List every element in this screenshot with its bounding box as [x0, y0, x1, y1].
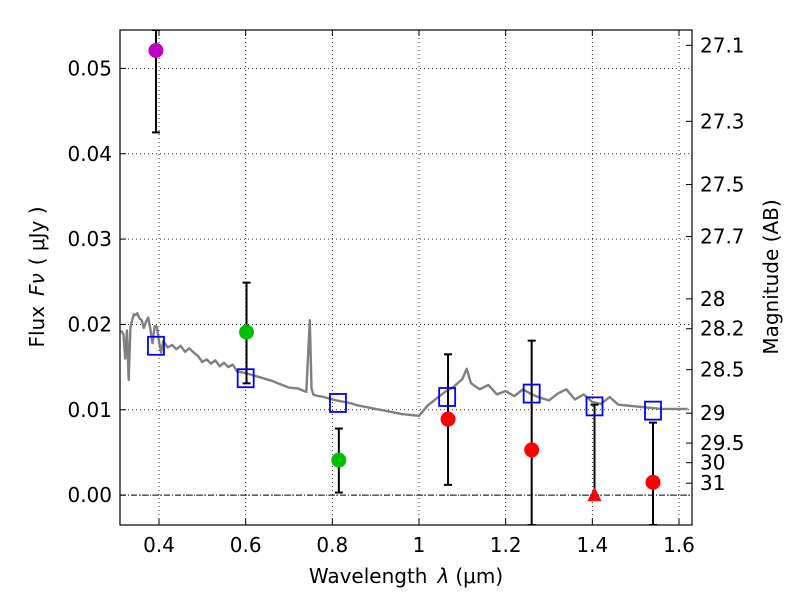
data-point: [331, 452, 347, 468]
right-tick-label: 28: [700, 287, 725, 311]
x-axis-label: Wavelength λ (μm): [309, 564, 503, 588]
data-point: [524, 442, 540, 458]
right-tick-label: 31: [700, 471, 725, 495]
y-tick-label: 0.01: [67, 398, 112, 422]
data-points: [148, 42, 661, 502]
data-point: [239, 324, 255, 340]
model-band-square: [147, 335, 165, 356]
right-tick-label: 30: [700, 451, 725, 475]
right-tick-label: 27.5: [700, 172, 745, 196]
y-axis-label: FluxFν( μJy ): [25, 206, 49, 347]
right-tick-label: 28.2: [700, 317, 745, 341]
x-tick-label: 0.8: [316, 533, 348, 557]
model-band-square: [644, 400, 662, 421]
x-tick-label: 0.6: [230, 533, 262, 557]
right-tick-label: 27.7: [700, 225, 745, 249]
x-tick-label: 1.4: [576, 533, 608, 557]
data-point: [645, 474, 661, 490]
x-tick-label: 0.4: [143, 533, 175, 557]
y-tick-label: 0.05: [67, 56, 112, 80]
model-band-square: [236, 368, 255, 389]
y-tick-label: 0.04: [67, 142, 112, 166]
x-tick-label: 1: [413, 533, 426, 557]
model-sed-line: [120, 312, 688, 417]
model-band-square: [438, 387, 457, 407]
right-tick-label: 27.3: [700, 109, 745, 133]
y-axis-ticks: 0.00 0.01 0.02 0.03 0.04 0.05: [67, 56, 126, 507]
right-tick-label: 29: [700, 401, 725, 425]
right-tick-label: 28.5: [700, 358, 745, 382]
x-axis-ticks: 0.4 0.6 0.8 1 1.2 1.4 1.6: [143, 30, 695, 557]
right-tick-label: 29.5: [700, 431, 745, 455]
model-band-squares: [147, 335, 662, 421]
right-tick-label: 27.1: [700, 33, 745, 57]
model-band-square: [522, 383, 541, 404]
model-band-square: [585, 396, 604, 417]
model-band-square: [329, 393, 347, 413]
y-tick-label: 0.02: [67, 312, 112, 336]
right-axis-label: Magnitude (AB): [759, 199, 783, 354]
y-tick-label: 0.00: [67, 483, 112, 507]
data-point: [148, 42, 164, 58]
x-tick-label: 1.2: [490, 533, 522, 557]
upper-limit-triangle: [587, 487, 602, 502]
y-tick-label: 0.03: [67, 227, 112, 251]
plot-frame: [119, 29, 693, 526]
x-tick-label: 1.6: [663, 533, 695, 557]
data-point: [440, 411, 456, 427]
